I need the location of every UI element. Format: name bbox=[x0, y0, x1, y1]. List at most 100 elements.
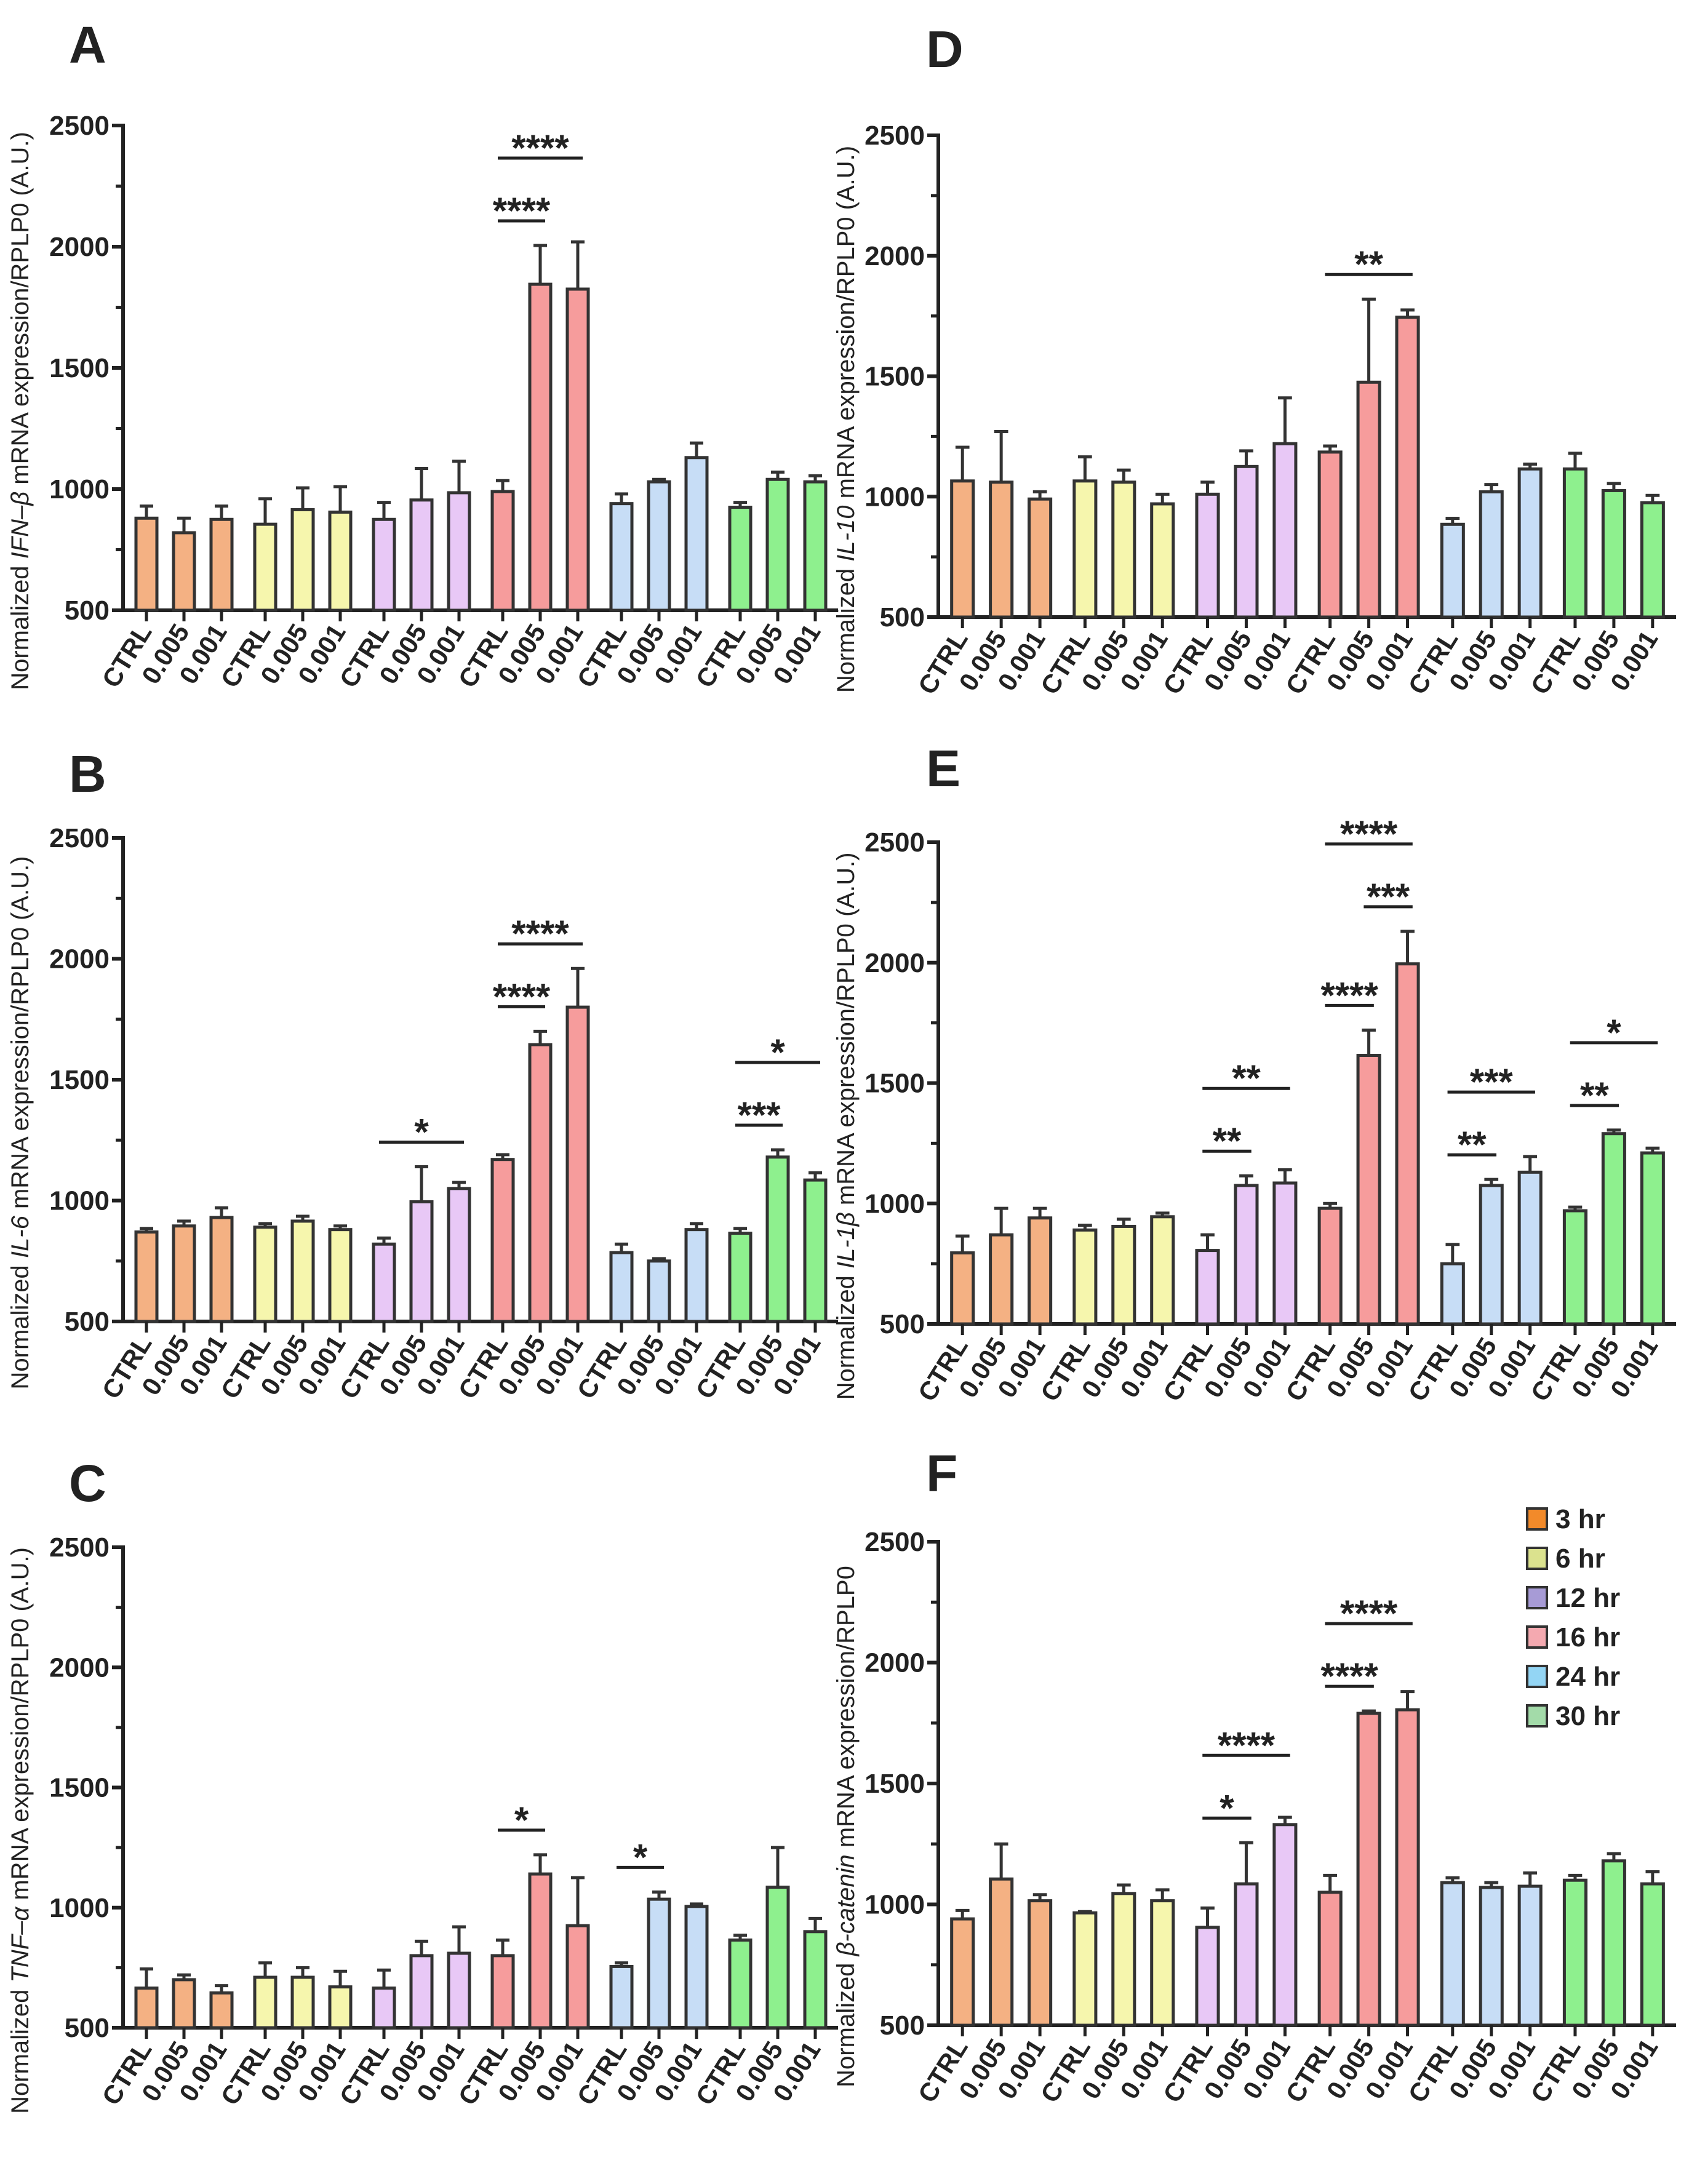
bar bbox=[1356, 1712, 1381, 2027]
legend-label: 6 hr bbox=[1555, 1544, 1605, 1574]
legend-label: 30 hr bbox=[1555, 1701, 1620, 1731]
bar bbox=[1028, 497, 1053, 619]
y-axis-label: Normalized β-catenin mRNA expression/RPL… bbox=[833, 1566, 860, 2087]
y-axis-label: Normalized IL-6 mRNA expression/RPLP0 (A… bbox=[7, 856, 34, 1390]
bar bbox=[1028, 1216, 1053, 1326]
y-tick-label: 1000 bbox=[49, 474, 110, 504]
bar bbox=[1234, 464, 1259, 619]
bar bbox=[1234, 1882, 1259, 2027]
bar bbox=[1111, 480, 1136, 619]
bar bbox=[565, 287, 590, 612]
legend-label: 3 hr bbox=[1555, 1504, 1605, 1534]
bar bbox=[1356, 380, 1381, 619]
significance-label: **** bbox=[511, 913, 569, 954]
y-axis-label-gene: IFN–β bbox=[7, 492, 34, 559]
legend-label: 16 hr bbox=[1555, 1622, 1620, 1652]
bar bbox=[765, 1886, 790, 2030]
significance-label: **** bbox=[493, 190, 551, 231]
bar bbox=[447, 491, 471, 612]
bar bbox=[728, 506, 753, 612]
legend-swatch bbox=[1526, 1704, 1548, 1728]
bar bbox=[290, 508, 315, 612]
bar bbox=[1317, 450, 1343, 619]
bar bbox=[447, 1951, 471, 2030]
panel-letter: F bbox=[926, 1445, 957, 1502]
bar bbox=[328, 1228, 353, 1323]
bar bbox=[209, 517, 234, 612]
bar bbox=[803, 1930, 828, 2030]
bar bbox=[209, 1216, 234, 1323]
bar bbox=[728, 1232, 753, 1323]
bar bbox=[1562, 1878, 1587, 2027]
bar bbox=[1150, 502, 1175, 619]
bar bbox=[1072, 1228, 1098, 1326]
y-tick-label: 2500 bbox=[49, 823, 110, 853]
bar bbox=[1517, 1170, 1543, 1326]
bar bbox=[1150, 1899, 1175, 2027]
bar bbox=[765, 1155, 790, 1323]
y-tick-label: 1000 bbox=[49, 1893, 110, 1923]
legend: 3 hr 6 hr 12 hr 16 hr 24 hr 30 hr bbox=[1526, 1504, 1620, 1731]
bar bbox=[950, 479, 975, 619]
panel-letter: C bbox=[69, 1454, 106, 1512]
y-tick-label: 1500 bbox=[49, 353, 110, 383]
panel-E: E Normalized IL-1β mRNA expression/RPLP0 … bbox=[833, 739, 1676, 1406]
legend-label: 12 hr bbox=[1555, 1583, 1620, 1613]
y-axis-label-gene: IL-6 bbox=[7, 1215, 34, 1258]
significance-label: ** bbox=[1232, 1058, 1261, 1099]
y-tick-label: 2500 bbox=[864, 1527, 925, 1557]
bar bbox=[172, 1978, 196, 2030]
y-tick-label: 2500 bbox=[864, 827, 925, 858]
y-axis-label-gene: IL-1β bbox=[833, 1212, 860, 1269]
significance-label: * bbox=[514, 1799, 529, 1841]
significance-label: *** bbox=[1367, 876, 1410, 917]
panel-letter: D bbox=[926, 20, 964, 78]
bar bbox=[1479, 490, 1504, 619]
significance-label: * bbox=[633, 1836, 648, 1878]
significance-label: * bbox=[1607, 1012, 1621, 1053]
bar bbox=[1150, 1215, 1175, 1326]
bar bbox=[372, 1242, 396, 1323]
y-tick-label: 2000 bbox=[864, 948, 925, 978]
significance-label: **** bbox=[1218, 1724, 1276, 1766]
bar bbox=[528, 1872, 553, 2030]
y-tick-label: 500 bbox=[880, 1309, 925, 1339]
significance-label: **** bbox=[1340, 813, 1398, 855]
bar bbox=[1111, 1224, 1136, 1326]
bar bbox=[565, 1005, 590, 1323]
y-tick-label: 1000 bbox=[49, 1186, 110, 1216]
bar bbox=[134, 516, 159, 612]
y-axis-label-prefix: Normalized bbox=[7, 1983, 34, 2114]
bar bbox=[490, 1954, 515, 2030]
bar bbox=[1072, 1911, 1098, 2027]
panel-B: B Normalized IL-6 mRNA expression/RPLP0 (… bbox=[7, 745, 838, 1404]
significance-label: ** bbox=[1354, 244, 1383, 285]
significance-label: **** bbox=[511, 127, 569, 169]
panel-C: C Normalized TNF–α mRNA expression/RPLP0 … bbox=[7, 1454, 838, 2114]
bar bbox=[565, 1924, 590, 2030]
y-tick-label: 500 bbox=[65, 1307, 110, 1337]
bar bbox=[728, 1938, 753, 2030]
bar bbox=[328, 1985, 353, 2030]
bar bbox=[1195, 1249, 1220, 1326]
significance-label: **** bbox=[493, 976, 551, 1017]
y-axis-label-prefix: Normalized bbox=[833, 1956, 860, 2087]
bar bbox=[1601, 1859, 1626, 2027]
bar bbox=[1195, 492, 1220, 619]
panel-letter: E bbox=[926, 739, 960, 797]
bar bbox=[1601, 1132, 1626, 1326]
bar bbox=[1356, 1053, 1381, 1326]
bar bbox=[1479, 1886, 1504, 2027]
significance-label: ** bbox=[1458, 1124, 1487, 1165]
bar bbox=[1517, 1884, 1543, 2027]
bar bbox=[684, 1228, 709, 1323]
bar bbox=[490, 490, 515, 612]
bar bbox=[1640, 1151, 1665, 1326]
bar bbox=[1317, 1206, 1343, 1326]
y-tick-label: 2000 bbox=[864, 1648, 925, 1678]
y-axis-label-prefix: Normalized bbox=[833, 562, 860, 693]
bar bbox=[134, 1987, 159, 2030]
bar bbox=[290, 1975, 315, 2030]
legend-swatch bbox=[1526, 1547, 1548, 1570]
y-axis-label-prefix: Normalized bbox=[7, 559, 34, 690]
